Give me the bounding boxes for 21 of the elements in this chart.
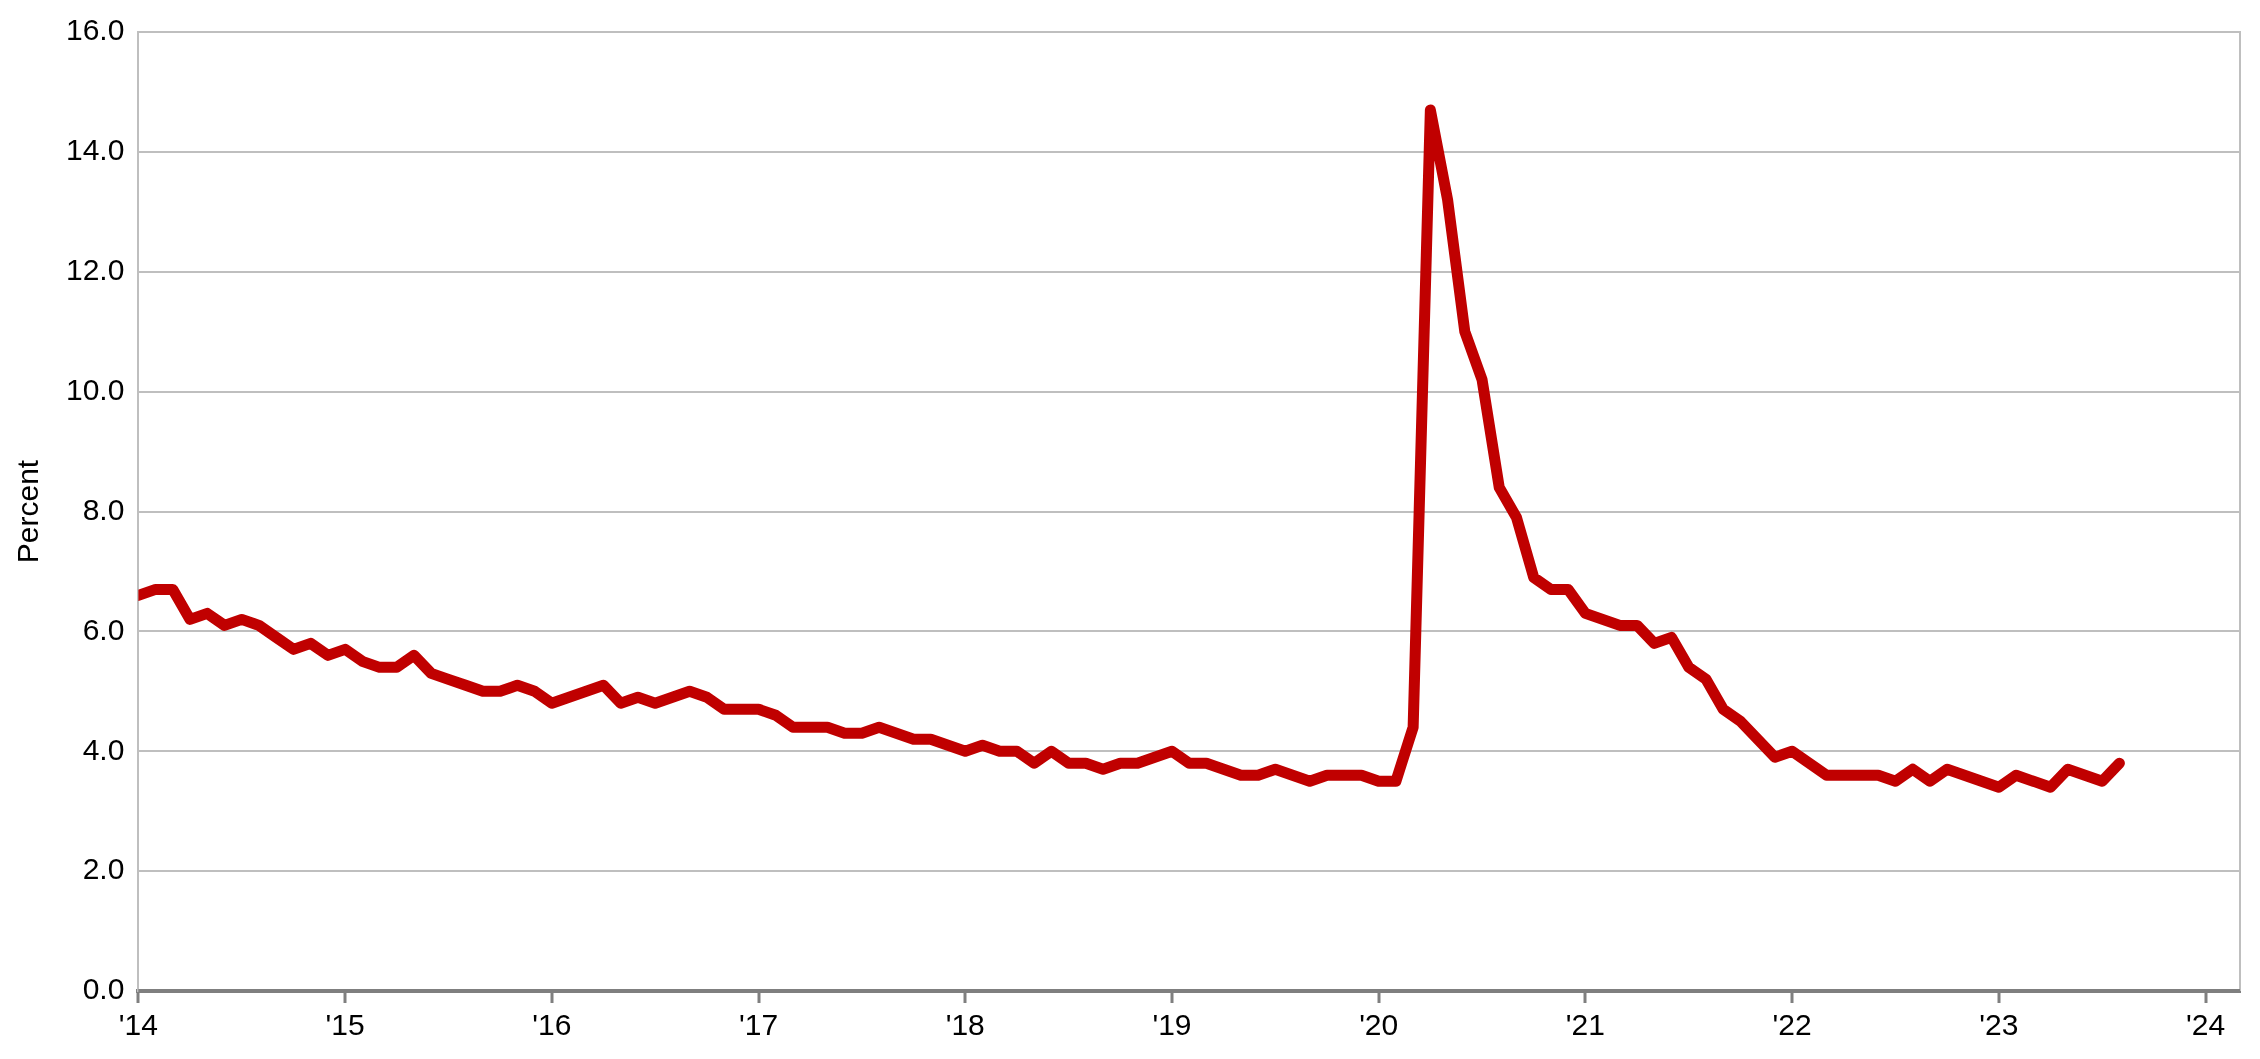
x-tick-label: '17: [738, 1008, 779, 1042]
x-tick-label: '20: [1359, 1008, 1399, 1042]
y-tick-label: 2.0: [82, 852, 125, 886]
x-tick-label: '21: [1565, 1008, 1605, 1042]
y-tick-label: 10.0: [66, 372, 125, 406]
x-tick-label: '24: [2185, 1008, 2226, 1042]
y-tick-label: 0.0: [82, 972, 125, 1006]
x-tick-label: '23: [1979, 1008, 2019, 1042]
x-tick-label: '18: [945, 1008, 985, 1042]
x-tick-label: '14: [118, 1008, 158, 1042]
x-tick-label: '16: [532, 1008, 572, 1042]
y-tick-label: 4.0: [82, 732, 125, 766]
y-axis-title: Percent: [11, 459, 45, 564]
y-tick-label: 6.0: [82, 612, 125, 646]
y-tick-label: 8.0: [82, 492, 125, 526]
x-tick-label: '15: [325, 1008, 365, 1042]
y-tick-label: 16.0: [66, 13, 125, 47]
y-tick-label: 14.0: [66, 133, 125, 167]
y-tick-label: 12.0: [66, 253, 125, 287]
x-tick-label: '19: [1152, 1008, 1192, 1042]
x-tick-label: '22: [1772, 1008, 1812, 1042]
